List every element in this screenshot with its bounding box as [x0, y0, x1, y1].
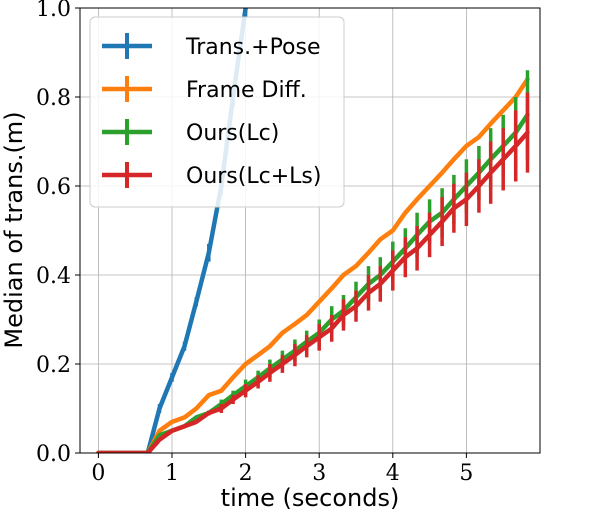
- y-axis-label: Median of trans.(m): [0, 111, 28, 348]
- y-tick-label: 0.2: [36, 353, 71, 378]
- plot-frame: [79, 7, 541, 454]
- series-line: [96, 130, 530, 453]
- legend-item: Ours(Lc): [102, 119, 279, 146]
- x-tick-label: 1: [165, 461, 179, 486]
- x-axis-label: time (seconds): [221, 484, 400, 512]
- legend-box: [89, 16, 345, 208]
- x-tick-label: 4: [386, 461, 400, 486]
- y-tick-label: 0.6: [36, 175, 71, 200]
- legend-item: Trans.+Pose: [102, 33, 321, 60]
- x-tick-label: 3: [312, 461, 326, 486]
- x-tick-label: 0: [91, 461, 105, 486]
- legend-item: Ours(Lc+Ls): [102, 162, 321, 189]
- ticks: 0 1 2 3 4 5 0.0 0.2 0.4 0.6 0.8 1.0: [36, 0, 473, 486]
- legend-label: Frame Diff.: [186, 78, 307, 103]
- y-tick-label: 0.8: [36, 86, 71, 111]
- series-line: [96, 76, 530, 453]
- y-tick-label: 0.4: [36, 264, 71, 289]
- legend-label: Ours(Lc+Ls): [186, 164, 321, 189]
- legend: Trans.+Pose Frame Diff. Ours(Lc) Ours(Lc+Ls…: [89, 16, 345, 208]
- y-tick-label: 1.0: [36, 0, 71, 22]
- legend-label: Trans.+Pose: [185, 35, 321, 60]
- y-tick-label: 0.0: [36, 442, 71, 467]
- series-1: [96, 76, 530, 453]
- legend-label: Ours(Lc): [186, 121, 279, 146]
- x-tick-label: 2: [239, 461, 253, 486]
- legend-item: Frame Diff.: [102, 76, 307, 103]
- series-3: [96, 92, 530, 453]
- x-tick-label: 5: [459, 461, 473, 486]
